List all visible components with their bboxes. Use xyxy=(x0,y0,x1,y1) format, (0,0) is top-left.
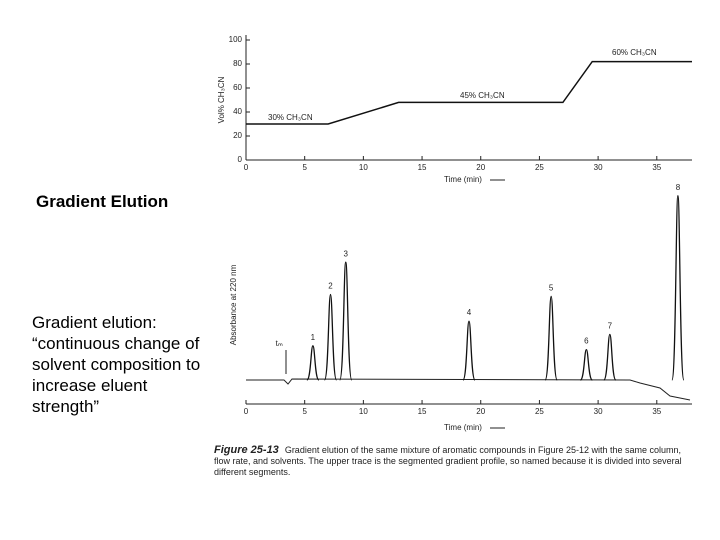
x-tick-label: 5 xyxy=(302,163,307,172)
dead-time-label: tₘ xyxy=(276,339,283,348)
x-tick-label: 25 xyxy=(535,407,544,416)
y-tick-label: 80 xyxy=(233,59,242,68)
body-text: Gradient elution: “continuous change of … xyxy=(32,313,201,416)
peak xyxy=(323,293,338,381)
peak xyxy=(339,261,353,381)
x-tick-label: 30 xyxy=(594,163,603,172)
caption-label: Figure 25-13 xyxy=(214,444,279,456)
peak-label: 2 xyxy=(328,282,333,291)
peak xyxy=(306,345,320,381)
peak-label: 4 xyxy=(467,308,472,317)
y-axis-label: Absorbance at 220 nm xyxy=(229,264,238,345)
x-tick-label: 0 xyxy=(244,407,249,416)
annotation: 30% CH₃CN xyxy=(268,113,313,122)
y-tick-label: 20 xyxy=(233,131,242,140)
heading: Gradient Elution xyxy=(36,192,169,211)
x-axis-label: Time (min) xyxy=(444,175,482,184)
x-tick-label: 20 xyxy=(476,407,485,416)
x-tick-label: 10 xyxy=(359,407,368,416)
x-tick-label: 25 xyxy=(535,163,544,172)
peak xyxy=(579,348,594,381)
peak xyxy=(603,333,617,381)
peak-label: 7 xyxy=(608,322,613,331)
annotation: 45% CH₃CN xyxy=(460,91,505,100)
x-tick-label: 0 xyxy=(244,163,249,172)
peak xyxy=(462,320,476,381)
y-tick-label: 100 xyxy=(229,35,243,44)
caption: Figure 25-13 Gradient elution of the same… xyxy=(214,445,684,478)
peak xyxy=(544,295,558,381)
peak-label: 1 xyxy=(311,333,316,342)
y-tick-label: 40 xyxy=(233,107,242,116)
x-tick-label: 5 xyxy=(302,407,307,416)
x-tick-label: 35 xyxy=(652,163,661,172)
annotation: 60% CH₃CN xyxy=(612,48,657,57)
peak-label: 8 xyxy=(676,183,681,192)
x-axis-label: Time (min) xyxy=(444,423,482,432)
y-axis-label: Vol% CH₃CN xyxy=(217,76,226,123)
gradient-line xyxy=(246,60,692,125)
x-tick-label: 30 xyxy=(594,407,603,416)
x-tick-label: 15 xyxy=(418,407,427,416)
baseline xyxy=(246,378,691,401)
peak xyxy=(671,195,685,381)
caption-text: Gradient elution of the same mixture of … xyxy=(214,445,682,477)
x-tick-label: 35 xyxy=(652,407,661,416)
x-tick-label: 20 xyxy=(476,163,485,172)
peak-label: 3 xyxy=(344,249,349,258)
x-tick-label: 10 xyxy=(359,163,368,172)
y-tick-label: 60 xyxy=(233,83,242,92)
peak-label: 5 xyxy=(549,284,554,293)
peak-label: 6 xyxy=(584,337,589,346)
x-tick-label: 15 xyxy=(418,163,427,172)
y-tick-label: 0 xyxy=(238,155,243,164)
